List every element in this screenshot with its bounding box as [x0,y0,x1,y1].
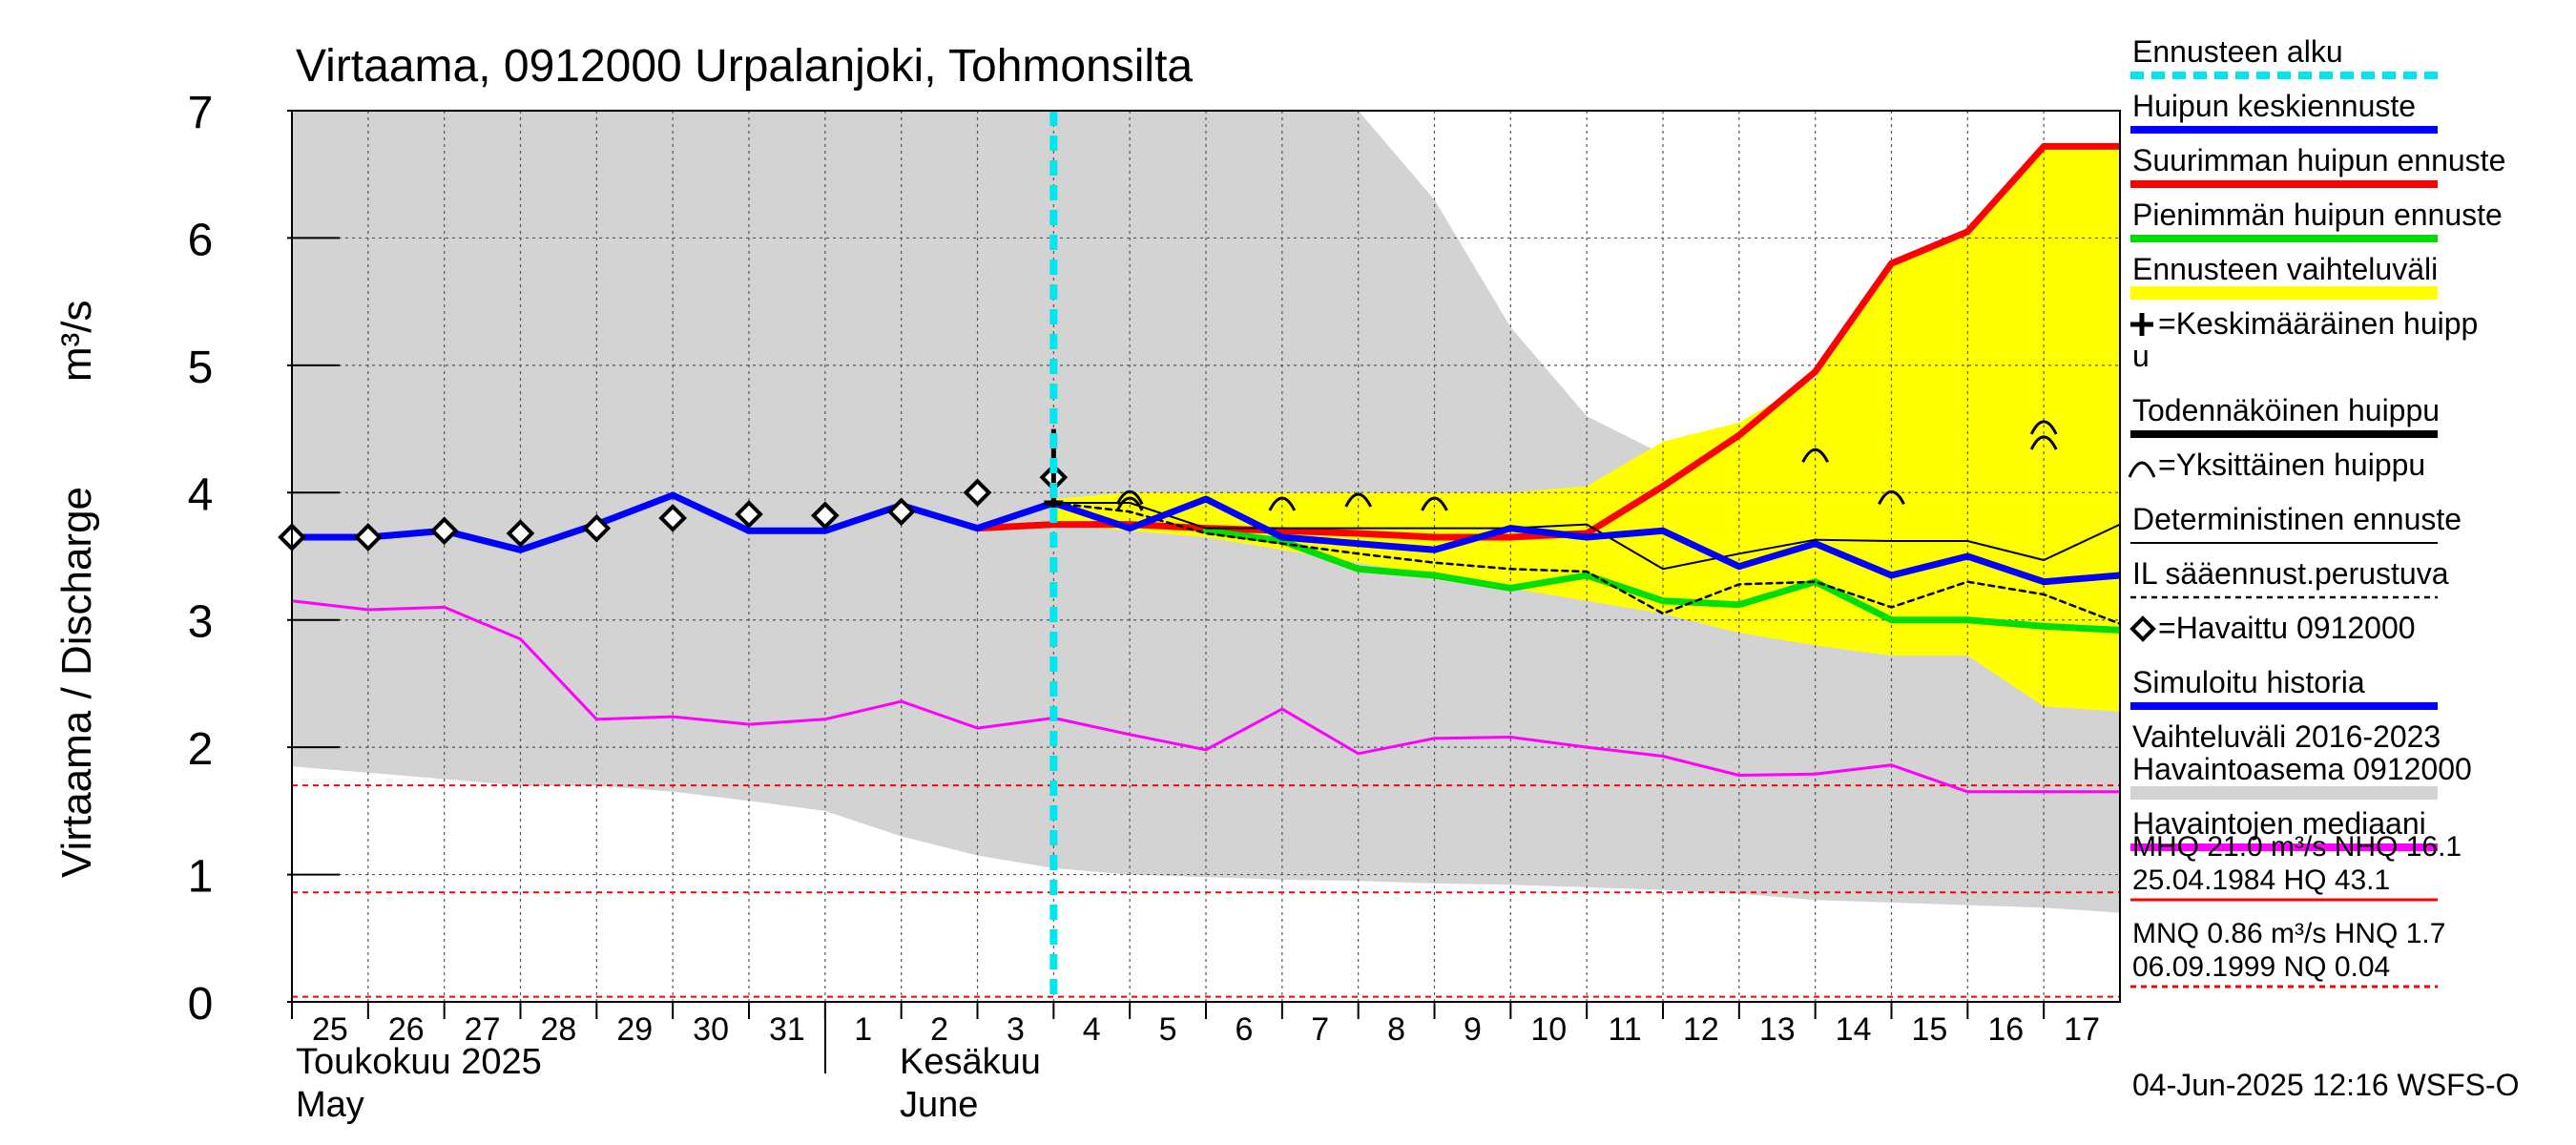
x-tick-label: 12 [1683,1011,1719,1048]
x-tick-label: 1 [854,1011,872,1048]
x-tick-label: 5 [1159,1011,1177,1048]
stats-mhq: MHQ 21.0 m³/s NHQ 16.1 [2132,831,2462,863]
legend-label-single-peak: =Yksittäinen huippu [2158,448,2425,482]
series-line-0 [292,599,2120,794]
single-peak-marker [1421,496,1448,511]
x-tick-label: 6 [1235,1011,1253,1048]
x-tick-label: 25 [312,1011,348,1048]
single-peak-marker [1115,489,1144,505]
observed-point [963,478,992,508]
observed-point [582,513,612,543]
x-tick-label: 10 [1530,1011,1567,1048]
month-label-june-en: June [900,1085,978,1125]
y-tick-label: 7 [188,88,214,138]
x-tick-label: 16 [1987,1011,2024,1048]
x-tick-label: 26 [388,1011,425,1048]
stats-mnq-date: 06.09.1999 NQ 0.04 [2132,951,2390,983]
chart-title: Virtaama, 0912000 Urpalanjoki, Tohmonsil… [296,41,1193,92]
series-line-4 [1052,501,2120,625]
series-line-3 [1052,502,2120,571]
y-tick-label: 6 [188,215,214,265]
legend-label-max-peak: Suurimman huipun ennuste [2132,143,2505,177]
legend-label-forecast-range: Ennusteen vaihteluväli [2132,252,2438,286]
x-tick-label: 31 [769,1011,805,1048]
legend-label-median: Havaintojen mediaani [2132,806,2426,841]
observed-point [506,519,535,548]
legend-label-hist-range: Havaintoasema 0912000 [2132,752,2472,786]
single-peak-marker [1801,448,1830,463]
x-tick-label: 30 [693,1011,729,1048]
x-tick-label: 8 [1387,1011,1405,1048]
legend: Ennusteen alku Huipun keskiennuste Suurimm… [2128,34,2505,851]
x-tick-label: 17 [2064,1011,2100,1048]
observed-point [811,501,840,531]
plot-area [278,110,2121,1003]
single-peak-marker [1878,489,1905,505]
legend-label-deterministic: Deterministinen ennuste [2132,502,2462,536]
y-tick-label: 5 [188,343,214,393]
legend-arc-icon [2128,461,2156,478]
series-line-2 [1202,527,2120,634]
forecast-range-band [1053,146,2120,712]
x-tick-label: 2 [930,1011,948,1048]
observed-point [886,497,916,527]
x-tick-label: 28 [541,1011,577,1048]
legend-label-avg-peak: u [2132,339,2150,373]
stats-mhq-date: 25.04.1984 HQ 43.1 [2132,864,2390,896]
observed-point [658,504,687,532]
legend-label-forecast-start: Ennusteen alku [2132,34,2343,69]
y-tick-label: 0 [188,979,214,1030]
x-tick-label: 11 [1608,1011,1641,1048]
legend-label-hist-range: Vaihteluväli 2016-2023 [2132,719,2441,754]
month-label-june-fi: Kesäkuu [900,1042,1041,1082]
legend-label-observed: =Havaittu 0912000 [2158,611,2416,645]
observed-point [354,523,383,552]
x-tick-label: 7 [1311,1011,1329,1048]
y-tick-label: 2 [188,724,214,775]
x-tick-label: 29 [616,1011,653,1048]
legend-label-il-forecast: IL sääennust.perustuva [2132,556,2449,591]
legend-diamond-icon [2129,615,2156,642]
x-tick-label: 3 [1007,1011,1025,1048]
stats-mnq: MNQ 0.86 m³/s HNQ 1.7 [2132,918,2445,949]
y-axis-label: Virtaama / Discharge [53,487,100,878]
legend-label-min-peak: Pienimmän huipun ennuste [2132,198,2503,232]
legend-label-simulated: Simuloitu historia [2132,665,2365,699]
legend-label-avg-peak: =Keskimääräinen huipp [2158,306,2478,341]
x-tick-label: 9 [1464,1011,1482,1048]
y-tick-label: 1 [188,852,214,903]
x-tick-label: 13 [1759,1011,1796,1048]
observed-point [735,500,763,529]
month-label-may-fi: Toukokuu 2025 [296,1042,542,1082]
single-peak-marker [1344,492,1373,508]
single-peak-marker [2029,435,2058,450]
y-tick-label: 3 [188,597,214,648]
single-peak-marker [1115,496,1144,511]
x-tick-label: 27 [465,1011,501,1048]
y-tick-label: 4 [188,469,214,520]
legend-label-mean-peak: Huipun keskiennuste [2132,89,2416,123]
single-peak-marker [1268,496,1297,511]
single-peak-marker [2029,420,2058,435]
footer-timestamp: 04-Jun-2025 12:16 WSFS-O [2132,1068,2520,1102]
x-tick-label: 14 [1836,1011,1872,1048]
y-axis-unit: m³/s [53,300,100,382]
legend-label-probable-peak: Todennäköinen huippu [2132,393,2440,427]
x-tick-label: 15 [1912,1011,1948,1048]
observed-point [429,516,459,546]
x-tick-label: 4 [1083,1011,1101,1048]
month-label-may-en: May [296,1085,364,1125]
